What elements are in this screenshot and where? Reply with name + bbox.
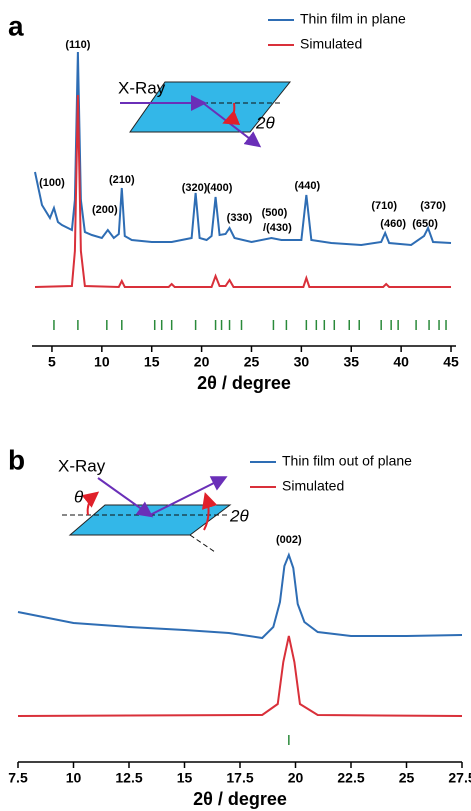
x-tick-label: 25 xyxy=(244,354,260,370)
peak-label: (200) xyxy=(92,204,118,216)
legend-label: Thin film out of plane xyxy=(282,453,412,469)
peak-label: (440) xyxy=(295,180,321,192)
peak-label: (110) xyxy=(65,39,90,51)
legend-label: Simulated xyxy=(282,478,344,494)
x-tick-label: 17.5 xyxy=(226,770,253,786)
peak-label: /(430) xyxy=(263,222,292,234)
peak-label: (370) xyxy=(420,200,446,212)
x-tick-label: 15 xyxy=(177,770,193,786)
peak-label: (100) xyxy=(39,177,65,189)
legend-label: Thin film in plane xyxy=(300,11,406,27)
legend-label: Simulated xyxy=(300,36,362,52)
peak-label: (650) xyxy=(412,218,438,230)
peak-label: (500) xyxy=(262,207,288,219)
angle-label: 2θ xyxy=(255,113,275,132)
x-tick-label: 27.5 xyxy=(448,770,471,786)
data-line xyxy=(17,552,463,640)
x-tick-label: 22.5 xyxy=(337,770,364,786)
x-tick-label: 20 xyxy=(288,770,304,786)
peak-label: (710) xyxy=(371,200,397,212)
x-tick-label: 10 xyxy=(66,770,82,786)
x-tick-label: 12.5 xyxy=(115,770,142,786)
peak-label: (002) xyxy=(276,534,302,546)
x-tick-label: 20 xyxy=(194,354,210,370)
data-line xyxy=(17,635,463,717)
x-tick-label: 25 xyxy=(399,770,415,786)
x-tick-label: 30 xyxy=(294,354,310,370)
data-line xyxy=(34,94,452,289)
peak-label: (210) xyxy=(109,174,135,186)
peak-label: (460) xyxy=(380,218,406,230)
beam-label: X-Ray xyxy=(118,78,166,97)
beam-label: X-Ray xyxy=(58,456,106,475)
x-tick-label: 35 xyxy=(343,354,359,370)
peak-label: (330) xyxy=(227,212,253,224)
x-axis-label: 2θ / degree xyxy=(197,373,291,393)
x-tick-label: 45 xyxy=(443,354,459,370)
panel-label: a xyxy=(8,10,24,41)
x-axis-label: 2θ / degree xyxy=(193,789,287,809)
peak-label: (320) xyxy=(182,182,208,194)
x-tick-label: 10 xyxy=(94,354,110,370)
x-tick-label: 7.5 xyxy=(8,770,28,786)
x-tick-label: 40 xyxy=(393,354,409,370)
inset-diagram-b: X-Ray θ 2θ xyxy=(58,456,249,553)
peak-label: (400) xyxy=(207,182,233,194)
angle-label: 2θ xyxy=(229,506,249,525)
inset-diagram-a: X-Ray 2θ xyxy=(118,78,292,148)
x-tick-label: 15 xyxy=(144,354,160,370)
x-tick-label: 5 xyxy=(48,354,56,370)
panel-label: b xyxy=(8,444,25,475)
incidence-label: θ xyxy=(74,487,84,506)
